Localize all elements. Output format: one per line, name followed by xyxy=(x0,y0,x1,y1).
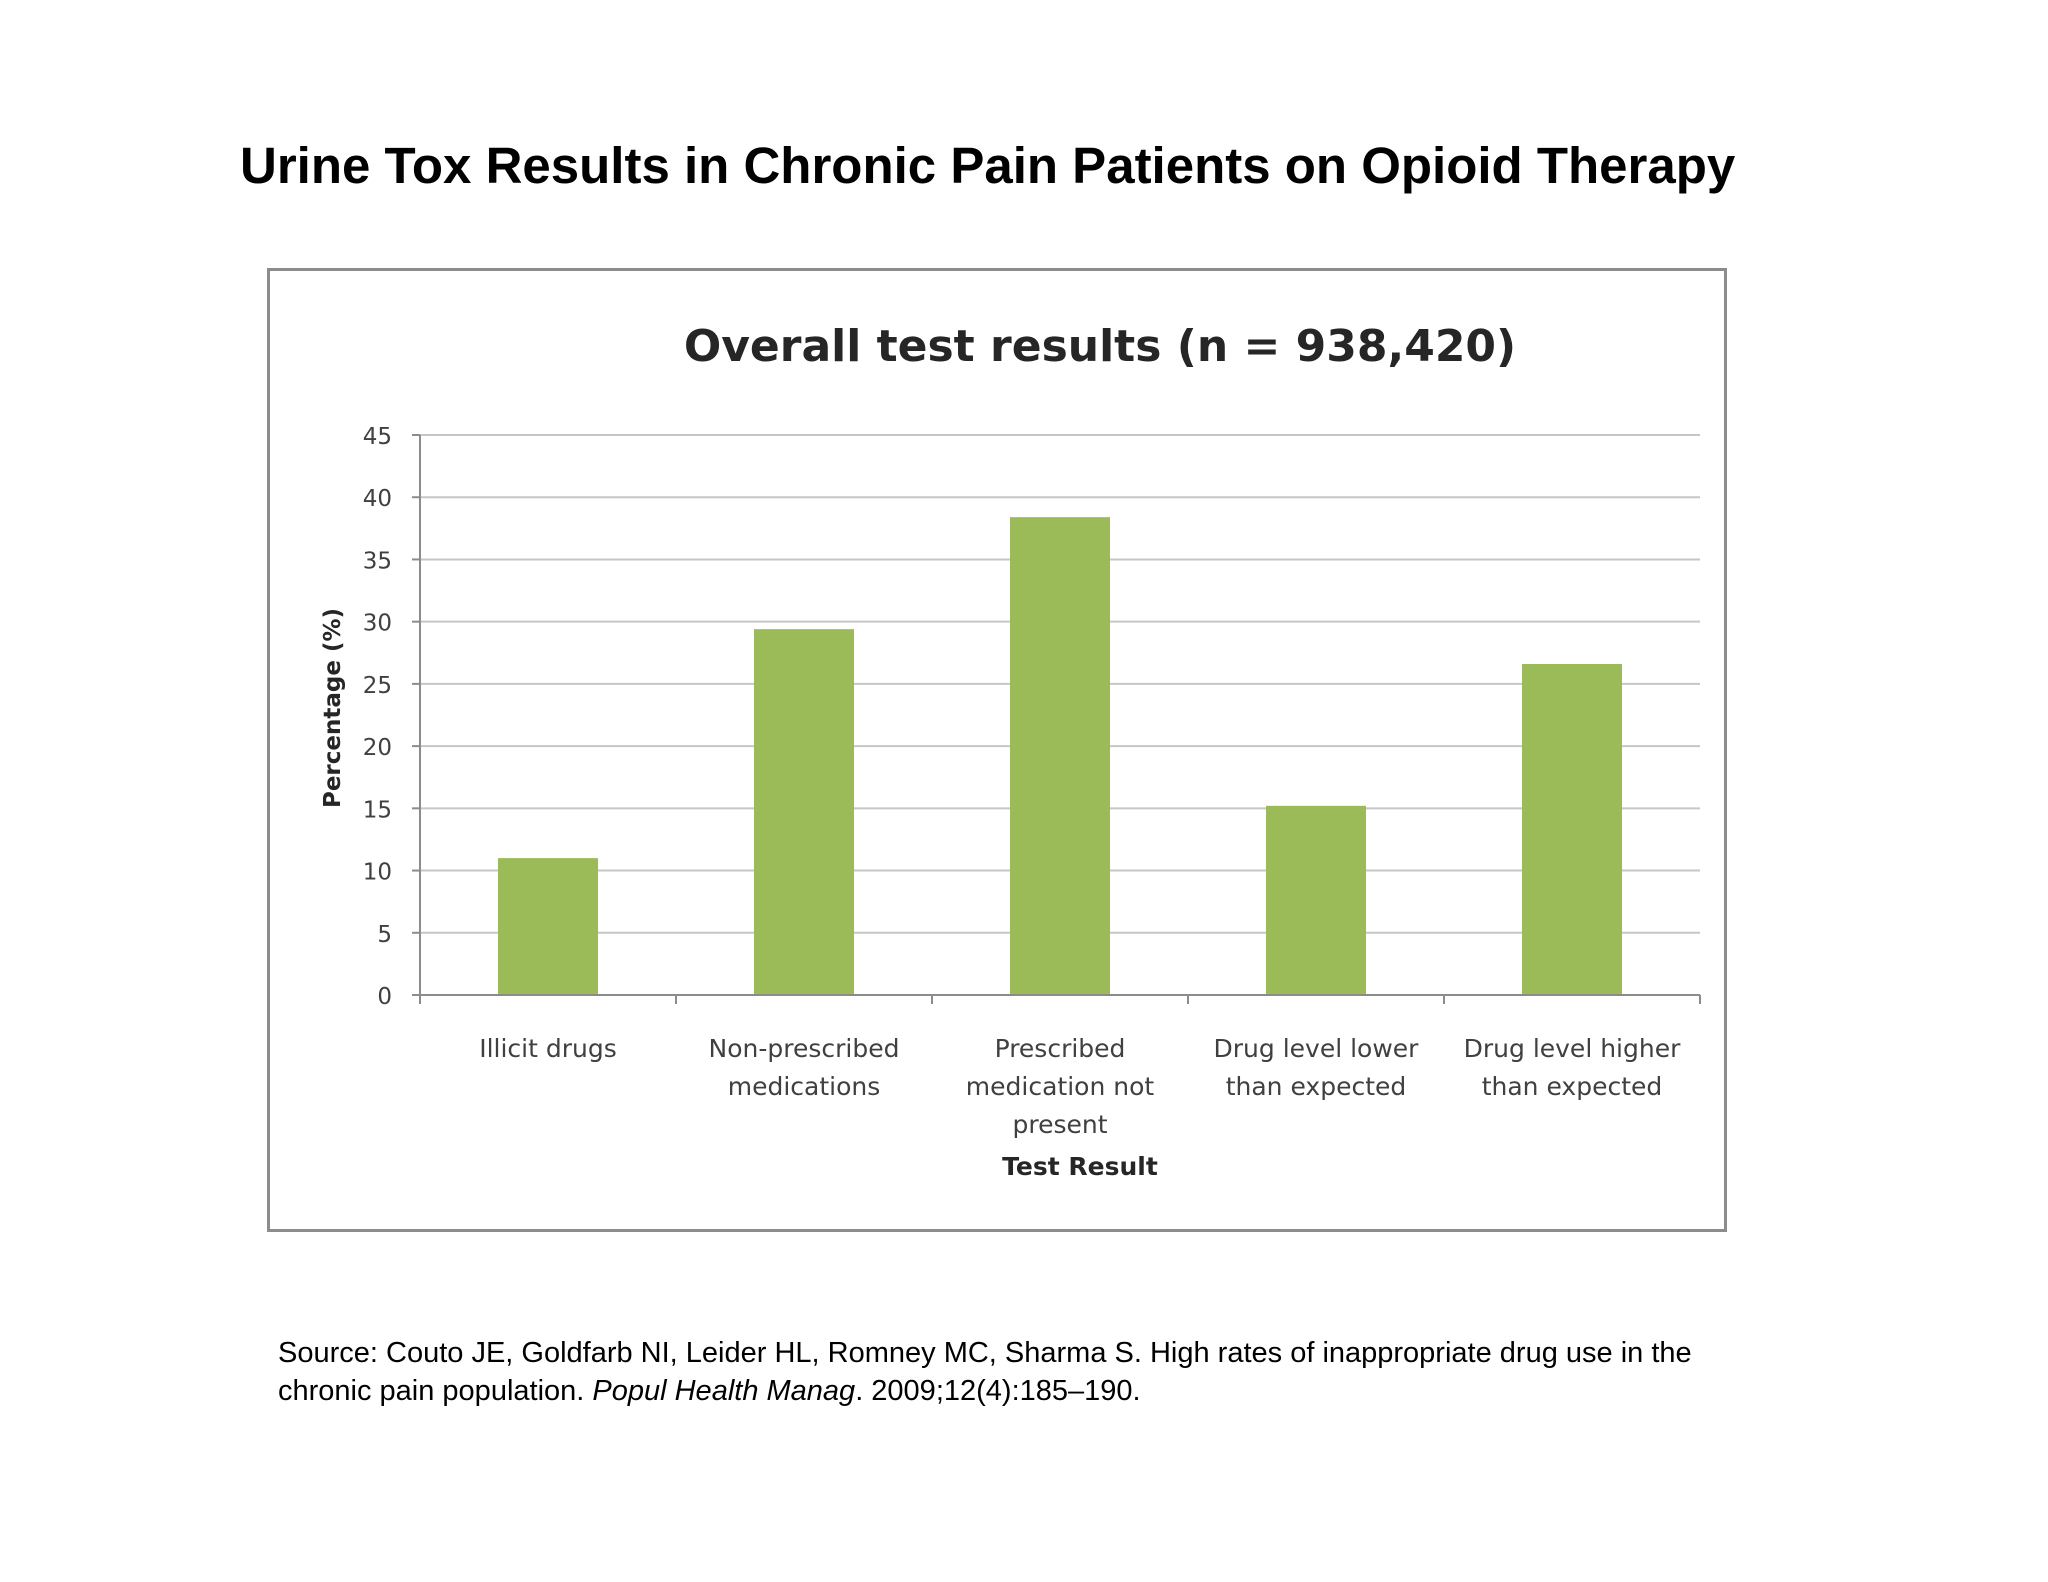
y-tick-label: 15 xyxy=(363,797,392,823)
y-tick-label: 10 xyxy=(363,860,392,886)
bar xyxy=(1010,517,1110,995)
slide-title: Urine Tox Results in Chronic Pain Patien… xyxy=(240,137,1736,194)
chart-title: Overall test results (n = 938,420) xyxy=(684,321,1516,372)
y-tick-label: 5 xyxy=(377,922,392,948)
chart-frame: Overall test results (n = 938,420) Perce… xyxy=(267,268,1727,1232)
x-category-label: Drug level lower than expected xyxy=(1214,1034,1420,1101)
source-citation: Source: Couto JE, Goldfarb NI, Leider HL… xyxy=(278,1334,1778,1410)
x-category-label: Drug level higher than expected xyxy=(1464,1034,1681,1101)
bar-chart: Overall test results (n = 938,420) Perce… xyxy=(320,321,1701,1181)
y-tick-label: 25 xyxy=(363,673,392,699)
y-tick-label: 30 xyxy=(363,611,392,637)
y-axis-label: Percentage (%) xyxy=(320,608,346,808)
x-axis-label: Test Result xyxy=(1002,1152,1158,1181)
x-category-label: Non-prescribed medications xyxy=(709,1034,900,1101)
source-details: . 2009;12(4):185–190. xyxy=(855,1375,1141,1407)
source-journal: Popul Health Manag xyxy=(592,1375,856,1407)
bar xyxy=(1266,805,1366,995)
bar xyxy=(1522,663,1622,995)
y-tick-label: 45 xyxy=(363,424,392,450)
bar xyxy=(754,629,854,995)
y-tick-label: 35 xyxy=(363,548,392,574)
x-category-label: Prescribed medication not present xyxy=(966,1034,1155,1139)
x-category-label: Illicit drugs xyxy=(479,1034,617,1063)
bar xyxy=(498,858,598,995)
source-text: Source: Couto JE, Goldfarb NI, Leider HL… xyxy=(278,1337,1692,1407)
y-tick-label: 40 xyxy=(363,486,392,512)
y-tick-label: 0 xyxy=(377,984,392,1010)
y-tick-label: 20 xyxy=(363,735,392,761)
